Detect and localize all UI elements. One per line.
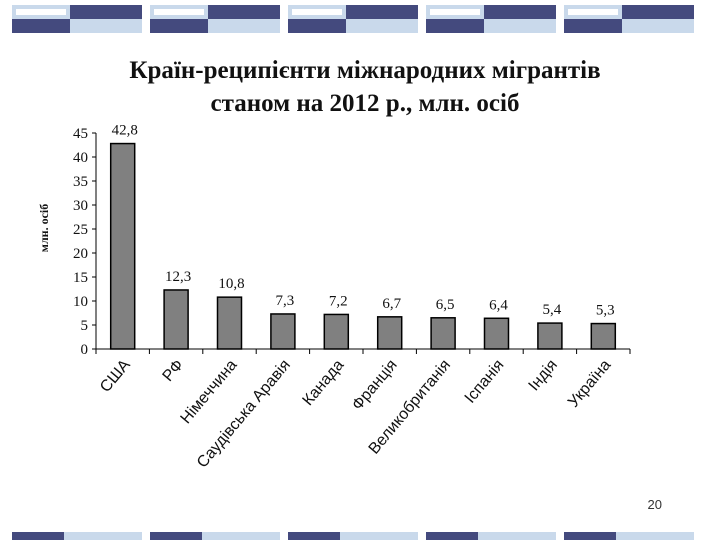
y-tick-label: 45 [73,126,88,142]
y-tick-label: 0 [81,342,89,358]
header-deco-block [70,5,142,19]
x-tick-label: Канада [300,357,348,410]
bar [376,316,403,350]
footer-deco-block [426,532,478,540]
slide-title-line-1: Країн-реципієнти міжнародних мігрантів [129,57,601,84]
header-deco-block [150,19,208,33]
bar [323,313,350,350]
header-deco-block [288,19,346,33]
bar [270,313,296,350]
data-label: 7,2 [329,293,348,309]
header-deco-block [12,19,70,33]
y-tick-label: 40 [73,150,88,166]
header-deco-block [622,5,694,19]
x-tick-label: Іспанія [462,357,508,407]
footer-decoration [0,532,720,540]
page-number: 20 [647,497,662,512]
y-tick-label: 15 [73,270,88,286]
x-tick-label: РФ [160,357,188,385]
header-deco-block [484,5,556,19]
footer-deco-block [202,532,280,540]
x-tick-label: Україна [565,357,614,411]
header-deco-block [346,19,418,33]
slide-title-line-2: станом на 2012 р., млн. осіб [210,90,520,117]
data-label: 5,3 [596,303,615,319]
footer-deco-block [150,532,202,540]
header-deco-block [154,9,204,15]
footer-deco-block [616,532,694,540]
data-label: 7,3 [276,293,295,309]
footer-deco-block [12,532,64,540]
header-deco-block [564,19,622,33]
header-deco-block [70,19,142,33]
header-deco-block [426,19,484,33]
footer-deco-block [478,532,556,540]
bar [163,289,189,350]
header-deco-block [568,9,618,15]
x-tick-label: Саудівська Аравія [194,357,294,472]
bar [430,317,456,350]
header-deco-block [16,9,66,15]
slide-title: Країн-реципієнти міжнародних мігрантів с… [60,54,670,120]
y-tick-label: 35 [73,174,88,190]
data-label: 10,8 [218,276,244,292]
x-tick-label: Індія [526,357,561,395]
bar [537,322,563,350]
x-tick-label: США [97,356,134,395]
footer-deco-block [288,532,340,540]
header-deco-block [208,19,280,33]
y-axis-title: млн. осіб [37,204,51,252]
bar [109,142,136,350]
footer-deco-block [64,532,142,540]
y-tick-label: 20 [73,246,88,262]
data-label: 12,3 [165,269,191,285]
data-label: 42,8 [112,123,138,139]
x-tick-label: Франція [349,357,401,414]
header-deco-block [622,19,694,33]
header-decoration [0,0,720,36]
bar [483,317,510,350]
header-deco-block [208,5,280,19]
header-deco-block [346,5,418,19]
y-tick-label: 10 [73,294,88,310]
data-label: 6,5 [436,297,455,313]
y-tick-label: 25 [73,222,88,238]
bar [216,296,243,350]
bar [590,322,617,350]
footer-deco-block [340,532,418,540]
header-deco-block [292,9,342,15]
data-label: 5,4 [543,302,562,318]
footer-deco-block [564,532,616,540]
y-tick-label: 5 [81,318,89,334]
y-tick-label: 30 [73,198,88,214]
header-deco-block [484,19,556,33]
header-deco-block [430,9,480,15]
data-label: 6,4 [489,297,508,313]
data-label: 6,7 [382,296,401,312]
